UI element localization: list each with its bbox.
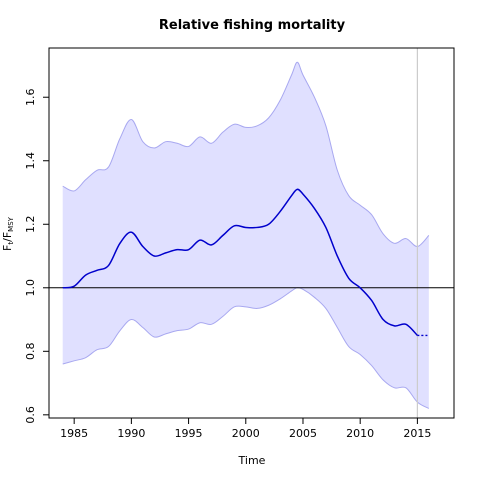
- x-tick-label: 2005: [289, 427, 317, 440]
- y-label-main: F: [1, 245, 14, 251]
- y-tick-label: 1.2: [24, 216, 37, 234]
- y-tick-label: 1.0: [24, 279, 37, 297]
- y-label-sub-den: MSY: [7, 216, 15, 231]
- y-tick-label: 0.8: [24, 343, 37, 361]
- y-tick-label: 1.4: [24, 152, 37, 170]
- lower-band-line: [62, 287, 430, 409]
- chart-title: Relative fishing mortality: [159, 18, 346, 33]
- x-tick-label: 1990: [117, 427, 145, 440]
- x-tick-label: 2000: [232, 427, 260, 440]
- y-axis-label: Ft/FMSY: [1, 216, 15, 251]
- plot-frame: [48, 47, 455, 419]
- y-label-sub-num: t: [7, 242, 15, 245]
- y-label-sep: /F: [1, 232, 14, 242]
- confidence-band: [62, 62, 429, 409]
- x-tick-label: 1995: [175, 427, 203, 440]
- x-axis-label: Time: [238, 454, 266, 467]
- axes: 1985 1990 1995 2000 2005 2010 2015 0.6 0.8 1.0 1.2…: [24, 47, 455, 440]
- x-tick-label: 2015: [403, 427, 431, 440]
- upper-band-line: [62, 61, 430, 247]
- x-tick-label: 2010: [346, 427, 374, 440]
- x-tick-label: 1985: [60, 427, 88, 440]
- plot-area: [49, 48, 454, 418]
- y-tick-label: 1.6: [24, 88, 37, 106]
- estimate-line: [62, 188, 418, 336]
- y-tick-label: 0.6: [24, 406, 37, 424]
